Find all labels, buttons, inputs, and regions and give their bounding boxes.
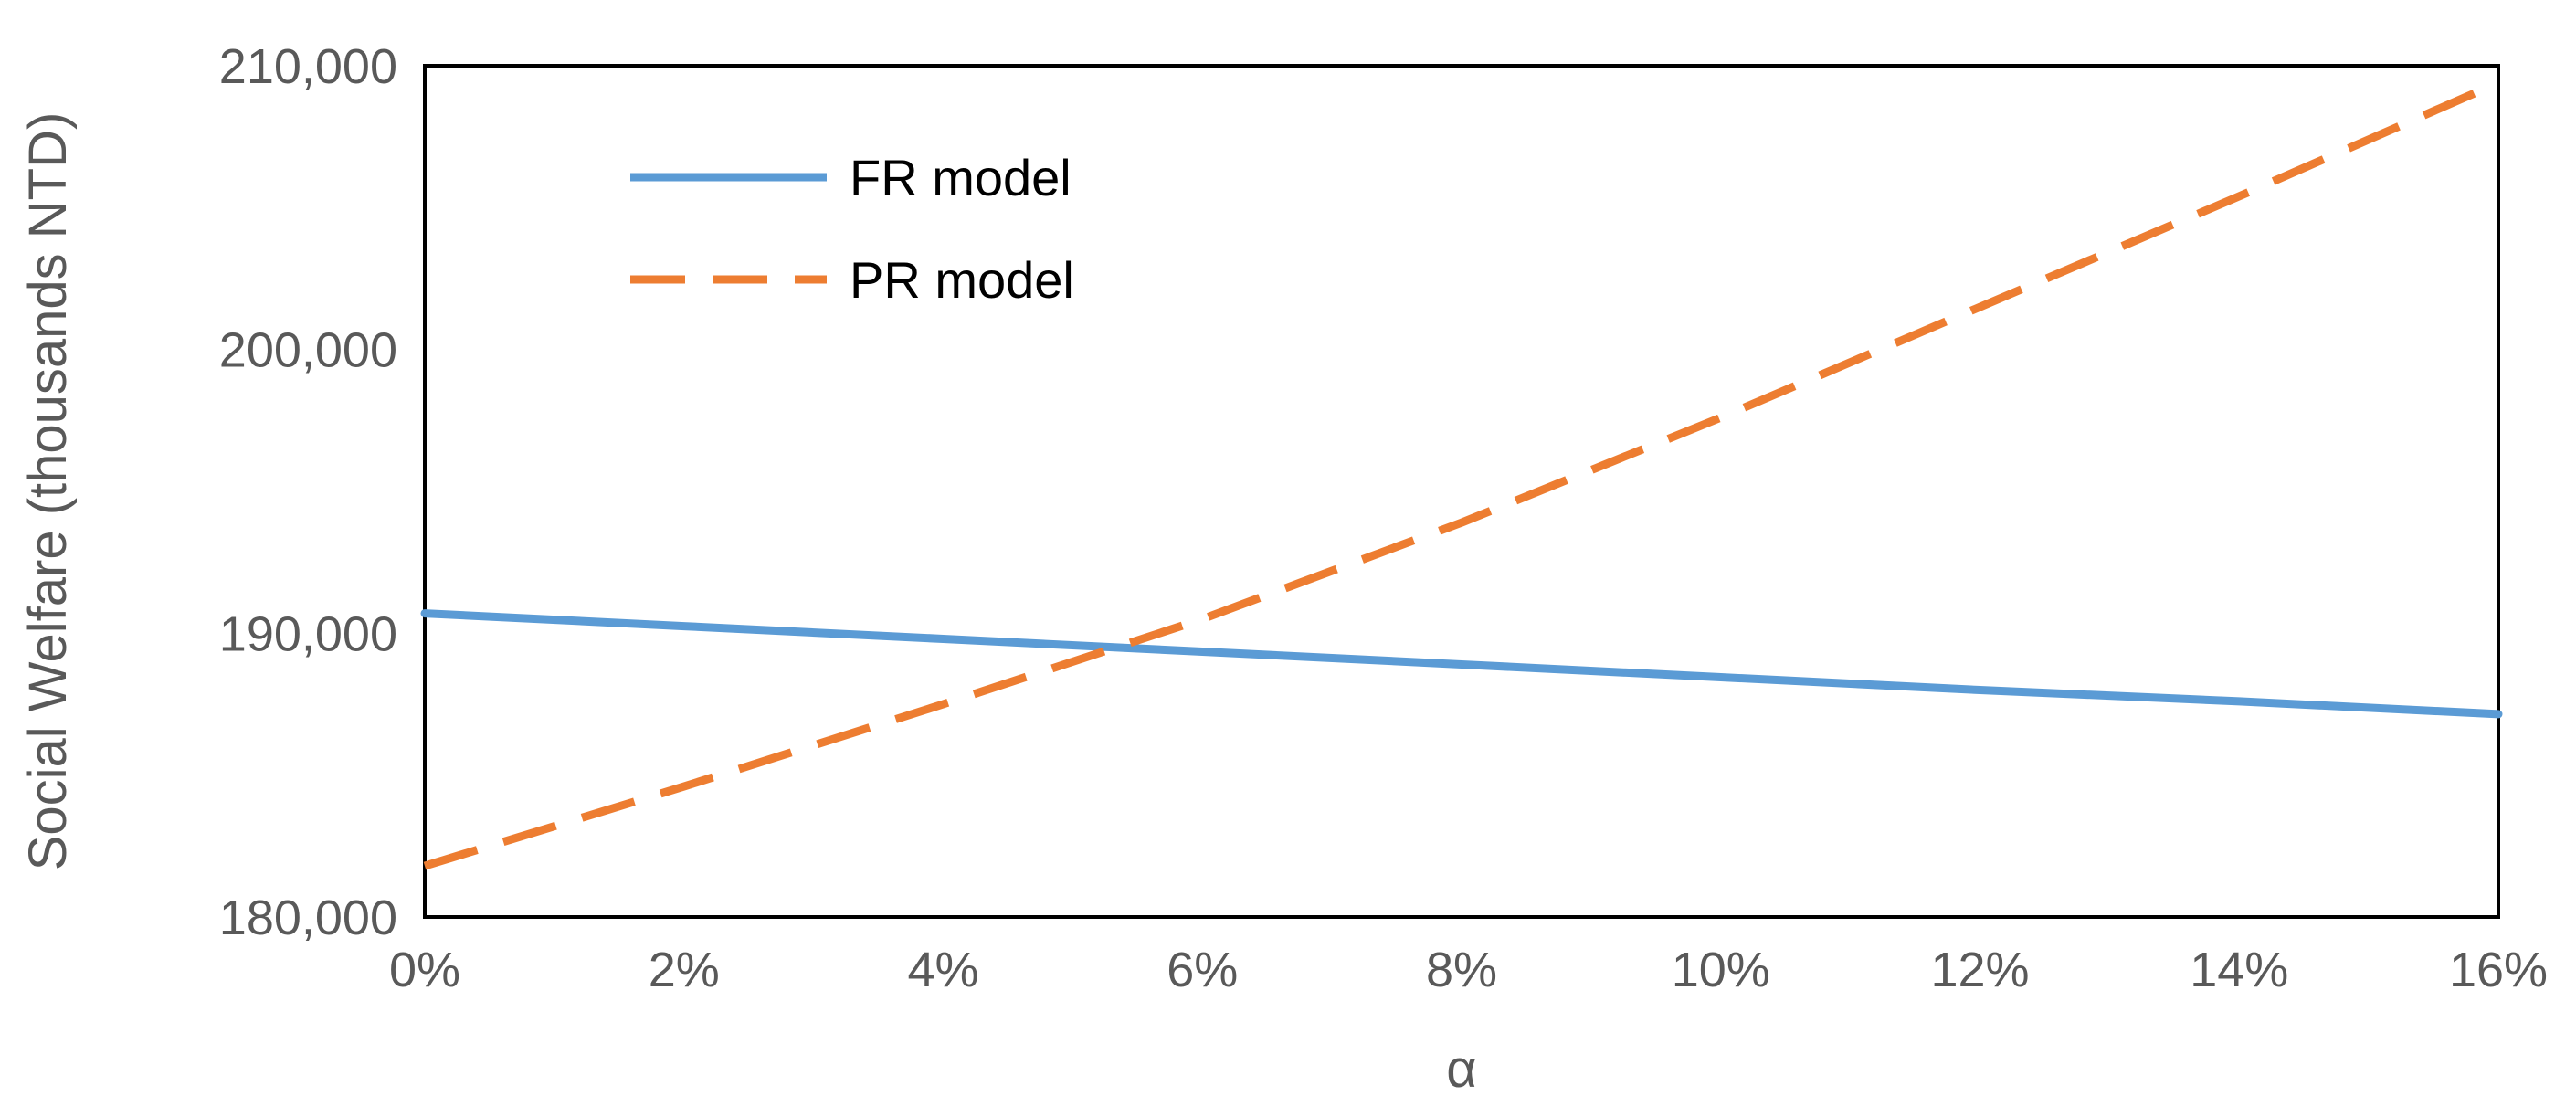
x-tick-label: 16%	[2449, 943, 2548, 997]
y-tick-label: 200,000	[219, 323, 397, 378]
series-line-pr-model	[423, 79, 2500, 870]
x-tick-label: 12%	[1930, 943, 2029, 997]
x-tick-label: 4%	[907, 943, 978, 997]
y-axis-tick-labels: 180,000 190,000 200,000 210,000	[219, 39, 397, 945]
x-tick-label: 2%	[649, 943, 720, 997]
series-lines	[420, 79, 2503, 870]
x-tick-label: 8%	[1426, 943, 1497, 997]
x-tick-label: 14%	[2190, 943, 2288, 997]
x-axis-tick-labels: 0% 2% 4% 6% 8% 10% 12% 14% 16%	[389, 943, 2548, 997]
series-line-fr-model	[420, 609, 2503, 719]
x-tick-label: 10%	[1672, 943, 1770, 997]
legend: FR model PR model	[630, 149, 1074, 309]
y-tick-label: 180,000	[219, 890, 397, 945]
plot-area-frame	[423, 64, 2500, 919]
legend-label: FR model	[850, 149, 1072, 206]
x-axis-title: α	[1446, 1039, 1477, 1099]
x-tick-label: 0%	[389, 943, 460, 997]
legend-label: PR model	[850, 251, 1074, 309]
y-tick-label: 210,000	[219, 39, 397, 94]
x-tick-label: 6%	[1167, 943, 1238, 997]
y-tick-label: 190,000	[219, 606, 397, 661]
y-axis-title: Social Welfare (thousands NTD)	[18, 112, 78, 871]
